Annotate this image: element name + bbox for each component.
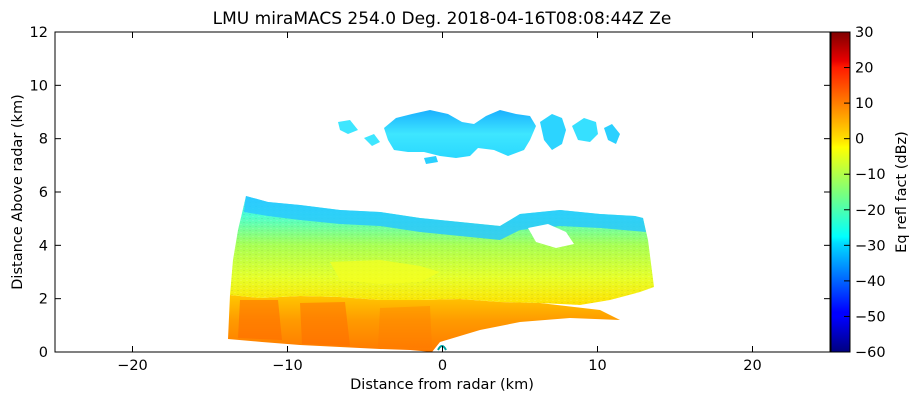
y-tick-label: 4: [39, 238, 48, 254]
echo-gap: [528, 224, 574, 248]
colorbar-ticks: 30 20 10 0 −10 −20 −30 −40 −50 −60: [844, 25, 886, 361]
y-axis-ticks: 0 2 4 6 8 10 12: [30, 25, 830, 361]
colorbar-tick-label: −40: [855, 274, 886, 290]
colorbar-tick-label: −20: [855, 203, 886, 219]
echo-upper-left-small: [364, 134, 380, 146]
colorbar-tick-label: 30: [855, 25, 873, 41]
echo-upper-right-3: [604, 124, 620, 144]
y-tick-label: 6: [39, 185, 48, 201]
colorbar-tick-label: 0: [855, 132, 864, 148]
echo-low-darker-2: [300, 302, 350, 346]
echo-yellow-core: [330, 260, 440, 284]
x-tick-label: 10: [588, 358, 606, 374]
colorbar-tick-label: −30: [855, 238, 886, 254]
colorbar-tick-label: −60: [855, 345, 886, 361]
x-axis-ticks: −20 −10 0 10 20: [117, 32, 762, 374]
y-axis-label: Distance Above radar (km): [10, 94, 26, 289]
y-tick-label: 8: [39, 132, 48, 148]
echo-upper-right-1: [540, 114, 566, 150]
echo-upper-right-2: [572, 118, 598, 142]
y-tick-label: 12: [30, 25, 48, 41]
colorbar-tick-label: 20: [855, 61, 873, 77]
x-tick-label: −10: [272, 358, 303, 374]
colorbar-tick-label: −10: [855, 167, 886, 183]
echo-upper-main: [384, 110, 536, 158]
echo-low-darker-1: [238, 300, 282, 340]
x-tick-label: 0: [438, 358, 447, 374]
y-tick-label: 2: [39, 292, 48, 308]
colorbar-tick-label: −50: [855, 309, 886, 325]
chart-title: LMU miraMACS 254.0 Deg. 2018-04-16T08:08…: [213, 9, 672, 29]
x-tick-label: 20: [743, 358, 761, 374]
y-tick-label: 10: [30, 78, 48, 94]
colorbar-tick-label: 10: [855, 96, 873, 112]
radar-echoes: [228, 110, 654, 352]
y-tick-label: 0: [39, 345, 48, 361]
echo-cloud-top-band: [244, 196, 646, 240]
x-axis-label: Distance from radar (km): [350, 377, 534, 393]
echo-upper-fragment: [424, 156, 438, 164]
colorbar: [830, 31, 851, 353]
colorbar-label: Eq refl fact (dBz): [894, 131, 910, 253]
x-tick-label: −20: [117, 358, 148, 374]
echo-low-darker-3: [378, 306, 432, 348]
echo-upper-cloud: [338, 120, 358, 134]
